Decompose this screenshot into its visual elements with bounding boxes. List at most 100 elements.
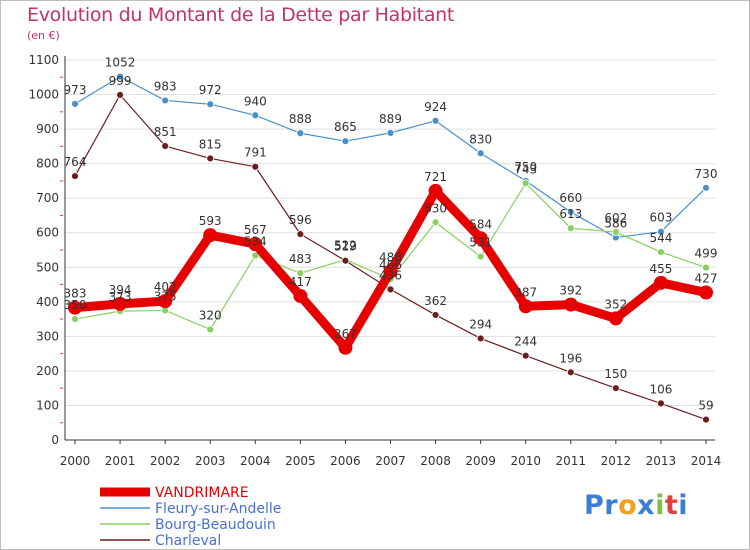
x-tick-label: 2005: [285, 454, 316, 468]
data-label: 764: [64, 155, 87, 169]
data-label: 373: [109, 290, 132, 304]
data-label: 150: [604, 367, 627, 381]
data-label: 267: [334, 327, 357, 341]
data-label: 567: [244, 223, 267, 237]
data-point: [338, 340, 353, 355]
y-tick-label: 700: [36, 191, 59, 205]
data-label: 603: [649, 211, 672, 225]
data-label: 940: [244, 94, 267, 108]
data-point: [657, 399, 665, 408]
data-point: [71, 99, 79, 108]
data-label: 522: [334, 239, 357, 253]
data-label: 352: [604, 297, 627, 311]
data-point: [566, 224, 575, 233]
data-label: 362: [424, 294, 447, 308]
chart-title: Evolution du Montant de la Dette par Hab…: [27, 4, 455, 26]
data-label: 106: [649, 382, 672, 396]
logo-letter: i: [655, 490, 665, 521]
data-label: 973: [64, 83, 87, 97]
data-label: 350: [64, 298, 87, 312]
data-label: 750: [514, 160, 537, 174]
data-label: 531: [469, 236, 492, 250]
data-label: 613: [559, 207, 582, 221]
data-label: 427: [695, 271, 718, 285]
data-point: [386, 285, 395, 294]
data-point: [521, 179, 530, 188]
data-point: [206, 325, 215, 334]
data-label: 865: [334, 120, 357, 134]
data-label: 394: [109, 283, 132, 297]
data-label: 59: [698, 399, 713, 413]
y-tick-label: 500: [36, 260, 59, 274]
data-label: 196: [559, 351, 582, 365]
x-tick-label: 2014: [691, 454, 722, 468]
logo-letter: o: [618, 490, 638, 521]
data-label: 983: [154, 79, 177, 93]
data-label: 791: [244, 146, 267, 160]
data-point: [473, 231, 488, 246]
data-point: [386, 128, 395, 137]
data-label: 721: [424, 170, 447, 184]
data-point: [293, 288, 308, 303]
x-tick-label: 2010: [510, 454, 541, 468]
data-point: [702, 183, 710, 192]
data-point: [476, 252, 485, 261]
data-label: 320: [199, 308, 222, 322]
data-label: 519: [334, 240, 357, 254]
data-label: 417: [289, 275, 312, 289]
data-label: 499: [695, 247, 718, 261]
data-label: 387: [514, 285, 537, 299]
data-point: [203, 228, 218, 243]
data-point: [563, 297, 578, 312]
data-point: [116, 72, 124, 81]
data-point: [702, 263, 710, 272]
data-point: [251, 162, 260, 171]
y-tick-label: 800: [36, 157, 59, 171]
x-tick-label: 2002: [150, 454, 181, 468]
data-point: [521, 351, 530, 360]
proxiti-logo: Proxiti: [584, 490, 688, 521]
data-point: [657, 248, 665, 256]
data-label: 294: [469, 317, 492, 331]
y-tick-label: 900: [36, 122, 59, 136]
data-point: [161, 96, 170, 105]
data-label: 815: [199, 137, 222, 151]
x-tick-label: 2008: [420, 454, 451, 468]
data-label: 660: [559, 191, 582, 205]
data-label: 630: [424, 201, 447, 215]
data-point: [158, 294, 173, 309]
x-tick-label: 2001: [105, 454, 136, 468]
data-label: 730: [695, 167, 718, 181]
logo-letter: i: [678, 490, 689, 521]
data-point: [296, 269, 305, 278]
y-tick-label: 200: [36, 364, 59, 378]
legend-label: VANDRIMARE: [155, 485, 249, 501]
series-group: [68, 72, 713, 424]
data-point: [113, 296, 128, 311]
y-tick-label: 600: [36, 226, 59, 240]
y-tick-label: 0: [51, 433, 59, 447]
data-label: 383: [64, 287, 87, 301]
data-point: [341, 137, 350, 146]
data-label: 972: [199, 83, 222, 97]
x-tick-label: 2011: [556, 454, 587, 468]
data-point: [428, 183, 443, 198]
data-point: [68, 300, 82, 315]
data-label: 1052: [105, 56, 136, 70]
data-point: [566, 208, 575, 216]
data-label: 402: [154, 280, 177, 294]
data-point: [611, 384, 620, 393]
data-label: 924: [424, 100, 447, 114]
data-label: 743: [514, 162, 537, 176]
data-labels: 973 1052 983 972 940 888 865 889 924 830 750 660 586…: [64, 56, 718, 413]
data-label: 830: [469, 132, 492, 146]
data-label: 602: [604, 211, 627, 225]
data-label: 534: [244, 235, 267, 249]
data-label: 586: [604, 217, 627, 231]
data-point: [161, 142, 170, 150]
y-tick-label: 300: [36, 329, 59, 343]
data-point: [566, 368, 575, 377]
data-label: 466: [379, 258, 402, 272]
data-point: [608, 311, 623, 326]
x-tick-label: 2000: [60, 454, 91, 468]
